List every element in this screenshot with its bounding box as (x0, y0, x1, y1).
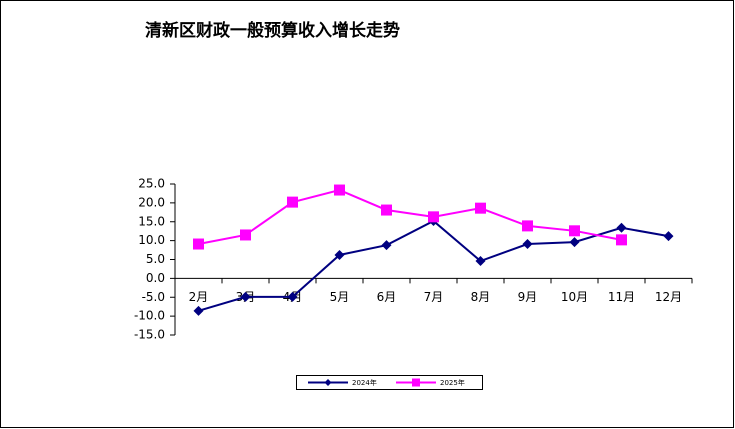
x-tick-label: 2月 (189, 290, 209, 304)
series-line (198, 188, 622, 246)
data-point (522, 239, 533, 250)
x-tick-label: 7月 (424, 290, 444, 304)
y-tick-label: 0.0 (146, 271, 165, 285)
x-tick-label: 11月 (608, 290, 635, 304)
x-tick-label: 12月 (655, 290, 682, 304)
y-tick-label: 10.0 (138, 233, 165, 247)
data-point (663, 231, 674, 242)
data-point (240, 291, 251, 302)
data-point (193, 238, 204, 250)
data-point (381, 204, 392, 216)
x-tick-label: 8月 (471, 290, 491, 304)
legend-box (296, 375, 483, 390)
legend-label: 2024年 (352, 378, 377, 387)
legend-marker (412, 378, 420, 387)
data-point (616, 234, 627, 246)
legend-label: 2025年 (440, 378, 465, 387)
y-tick-label: -10.0 (134, 309, 165, 323)
y-tick-label: -15.0 (134, 328, 165, 342)
y-tick-label: 15.0 (138, 214, 165, 228)
data-point (475, 202, 486, 214)
data-point (193, 305, 204, 316)
data-point (334, 184, 345, 196)
x-tick-label: 6月 (377, 290, 397, 304)
data-point (287, 196, 298, 208)
y-tick-label: -5.0 (142, 290, 165, 304)
data-point (569, 237, 580, 248)
data-point (569, 225, 580, 237)
data-point (334, 249, 345, 260)
chart-title: 清新区财政一般预算收入增长走势 (145, 20, 400, 41)
data-point (475, 256, 486, 267)
data-point (287, 291, 298, 302)
data-point (240, 229, 251, 241)
legend-marker (324, 379, 332, 386)
data-point (381, 240, 392, 251)
x-tick-label: 5月 (330, 290, 350, 304)
x-tick-label: 9月 (518, 290, 538, 304)
data-point (522, 220, 533, 232)
data-point (616, 222, 627, 233)
x-tick-label: 10月 (561, 290, 588, 304)
data-point (428, 211, 439, 223)
y-tick-label: 25.0 (138, 177, 165, 191)
y-tick-label: 5.0 (146, 252, 165, 266)
y-tick-label: 20.0 (138, 195, 165, 209)
